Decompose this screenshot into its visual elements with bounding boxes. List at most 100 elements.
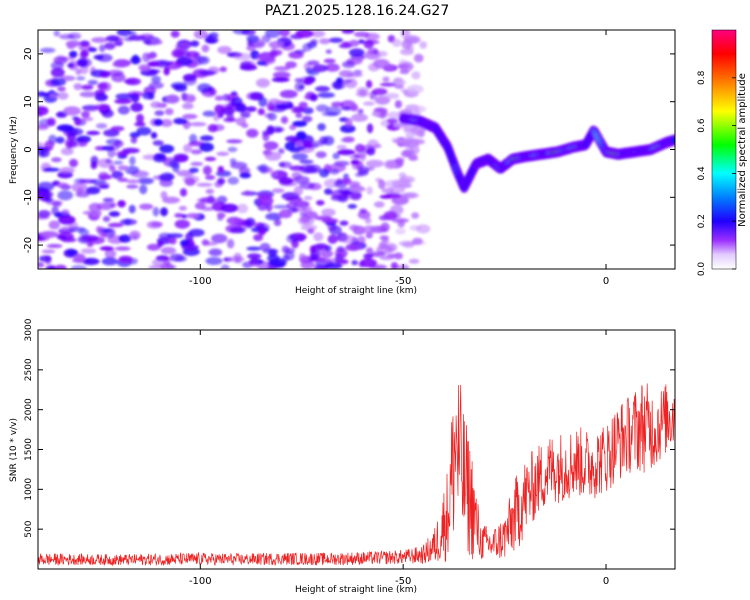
heatmap-noise-cell [164,108,174,116]
heatmap-noise-cell [327,234,338,244]
heatmap-noise-cell [189,122,207,127]
heatmap-noise-cell [235,104,248,113]
heatmap-noise-cell [233,52,251,61]
heatmap-noise-cell [285,135,300,142]
heatmap-noise-cell [371,111,381,117]
heatmap-noise-cell [101,109,114,118]
heatmap-noise-cell [373,58,390,69]
heatmap-noise-cell [182,113,198,120]
heatmap-noise-cell [100,232,109,238]
heatmap-noise-cell [38,146,47,156]
heatmap-noise-cell [359,151,366,162]
heatmap-noise-cell [379,194,393,199]
heatmap-noise-cell [174,154,189,163]
heatmap-noise-cell [174,219,190,229]
heatmap-noise-cell [232,30,250,35]
heatmap-noise-cell [130,102,144,113]
heatmap-noise-cell [264,151,282,161]
heatmap-noise-cell [75,68,82,75]
heatmap-noise-cell [202,165,212,176]
heatmap-noise-cell [340,106,353,111]
heatmap-noise-cell [102,216,111,222]
heatmap-noise-cell [197,56,210,65]
heatmap-noise-cell [128,204,136,214]
heatmap-noise-cell [357,165,370,175]
heatmap-noise-cell [148,81,164,89]
heatmap-noise-cell [408,258,420,264]
heatmap-noise-cell [246,92,261,101]
heatmap-noise-cell [99,44,106,53]
heatmap-noise-cell [99,228,113,234]
heatmap-noise-cell [117,165,129,171]
heatmap-noise-cell [136,113,144,124]
y-tick-label: 3000 [24,318,34,341]
heatmap-noise-cell [105,158,112,164]
heatmap-noise-cell [80,84,94,90]
heatmap-noise-cell [57,86,66,92]
heatmap-noise-cell [159,144,175,154]
heatmap-noise-cell [285,196,303,202]
snr-y-ticks: 500 1000 1500 2000 2500 3000 [24,318,675,538]
heatmap-noise-cell [107,222,124,228]
heatmap-noise-cell [342,61,356,68]
heatmap-noise-cell [48,220,60,230]
spectrogram-cells [38,30,675,269]
heatmap-noise-cell [376,50,388,57]
heatmap-noise-cell [201,44,210,53]
heatmap-noise-cell [258,227,266,236]
heatmap-noise-cell [299,211,307,217]
heatmap-noise-cell [370,251,386,258]
heatmap-noise-cell [86,130,101,136]
heatmap-noise-cell [384,92,400,100]
heatmap-noise-cell [80,116,94,122]
y-tick-label: 20 [23,48,34,61]
heatmap-noise-cell [150,101,162,109]
heatmap-noise-cell [73,83,83,91]
heatmap-noise-cell [130,170,149,178]
heatmap-noise-cell [412,105,427,113]
heatmap-noise-cell [364,32,380,41]
heatmap-noise-cell [226,216,242,225]
spectrogram-x-label: Height of straight line (km) [295,286,417,296]
heatmap-noise-cell [153,154,167,163]
heatmap-noise-cell [174,43,191,50]
heatmap-noise-cell [100,246,113,251]
x-tick-label: -100 [189,276,212,287]
heatmap-noise-cell [362,225,378,234]
heatmap-noise-cell [310,39,318,45]
heatmap-noise-cell [303,141,313,148]
heatmap-noise-cell [160,207,168,217]
heatmap-noise-cell [138,65,151,72]
heatmap-noise-cell [300,224,318,231]
heatmap-noise-cell [152,206,160,217]
heatmap-noise-cell [217,165,224,174]
heatmap-noise-cell [268,41,284,49]
heatmap-noise-cell [53,30,60,37]
heatmap-noise-cell [342,136,355,143]
heatmap-noise-cell [400,48,414,56]
heatmap-noise-cell [329,225,342,235]
snr-y-label: SNR (10 * v/v) [9,418,19,482]
heatmap-noise-cell [59,167,75,174]
heatmap-noise-cell [325,49,332,54]
heatmap-noise-cell [289,200,299,206]
colorbar-tick-label: 0.8 [697,70,707,85]
heatmap-noise-cell [94,181,110,188]
heatmap-noise-cell [151,258,167,266]
heatmap-noise-cell [354,172,363,177]
heatmap-noise-cell [341,30,355,34]
heatmap-noise-cell [202,110,216,117]
heatmap-noise-cell [130,136,138,144]
heatmap-noise-cell [280,116,289,124]
heatmap-noise-cell [95,123,108,129]
heatmap-noise-cell [129,132,141,138]
heatmap-noise-cell [170,30,180,38]
heatmap-noise-cell [300,215,311,224]
heatmap-noise-cell [38,255,52,262]
colorbar-tick-label: 0.0 [697,262,707,277]
heatmap-noise-cell [99,70,111,78]
heatmap-noise-cell [265,212,283,221]
heatmap-noise-cell [110,144,120,151]
heatmap-noise-cell [290,106,301,114]
heatmap-noise-cell [274,66,290,71]
